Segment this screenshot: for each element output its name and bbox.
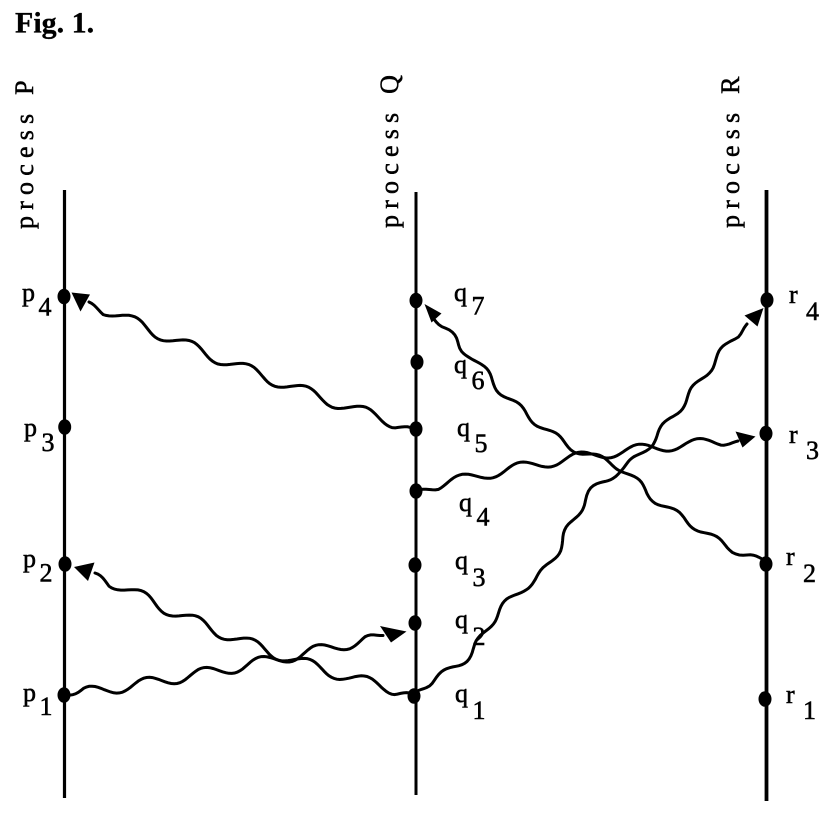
svg-text:p: p [24, 413, 37, 442]
svg-text:q: q [455, 679, 468, 708]
svg-text:p: p [23, 678, 36, 707]
svg-text:Fig. 1.: Fig. 1. [15, 7, 94, 40]
svg-text:1: 1 [473, 696, 486, 725]
svg-text:7: 7 [472, 292, 485, 321]
svg-text:1: 1 [803, 696, 816, 725]
svg-text:p: p [22, 278, 35, 307]
svg-text:process P: process P [10, 74, 39, 229]
svg-text:r: r [789, 280, 798, 309]
svg-text:q: q [457, 413, 470, 442]
svg-text:p: p [23, 544, 36, 573]
svg-text:6: 6 [472, 366, 485, 395]
svg-text:4: 4 [39, 293, 52, 322]
svg-text:process Q: process Q [375, 69, 404, 228]
svg-text:3: 3 [42, 428, 55, 457]
svg-text:r: r [786, 680, 795, 709]
svg-text:q: q [455, 546, 468, 575]
svg-text:q: q [454, 278, 467, 307]
svg-text:1: 1 [40, 692, 53, 721]
svg-text:2: 2 [473, 622, 486, 651]
svg-text:q: q [455, 605, 468, 634]
svg-text:q: q [459, 488, 472, 517]
svg-text:2: 2 [40, 559, 53, 588]
svg-text:2: 2 [803, 559, 816, 588]
svg-text:process R: process R [716, 70, 745, 228]
svg-text:4: 4 [806, 297, 819, 326]
svg-text:3: 3 [473, 563, 486, 592]
svg-text:3: 3 [806, 436, 819, 465]
svg-text:r: r [786, 542, 795, 571]
svg-text:q: q [454, 350, 467, 379]
svg-text:r: r [789, 420, 798, 449]
svg-text:4: 4 [477, 503, 490, 532]
svg-text:5: 5 [475, 429, 488, 458]
